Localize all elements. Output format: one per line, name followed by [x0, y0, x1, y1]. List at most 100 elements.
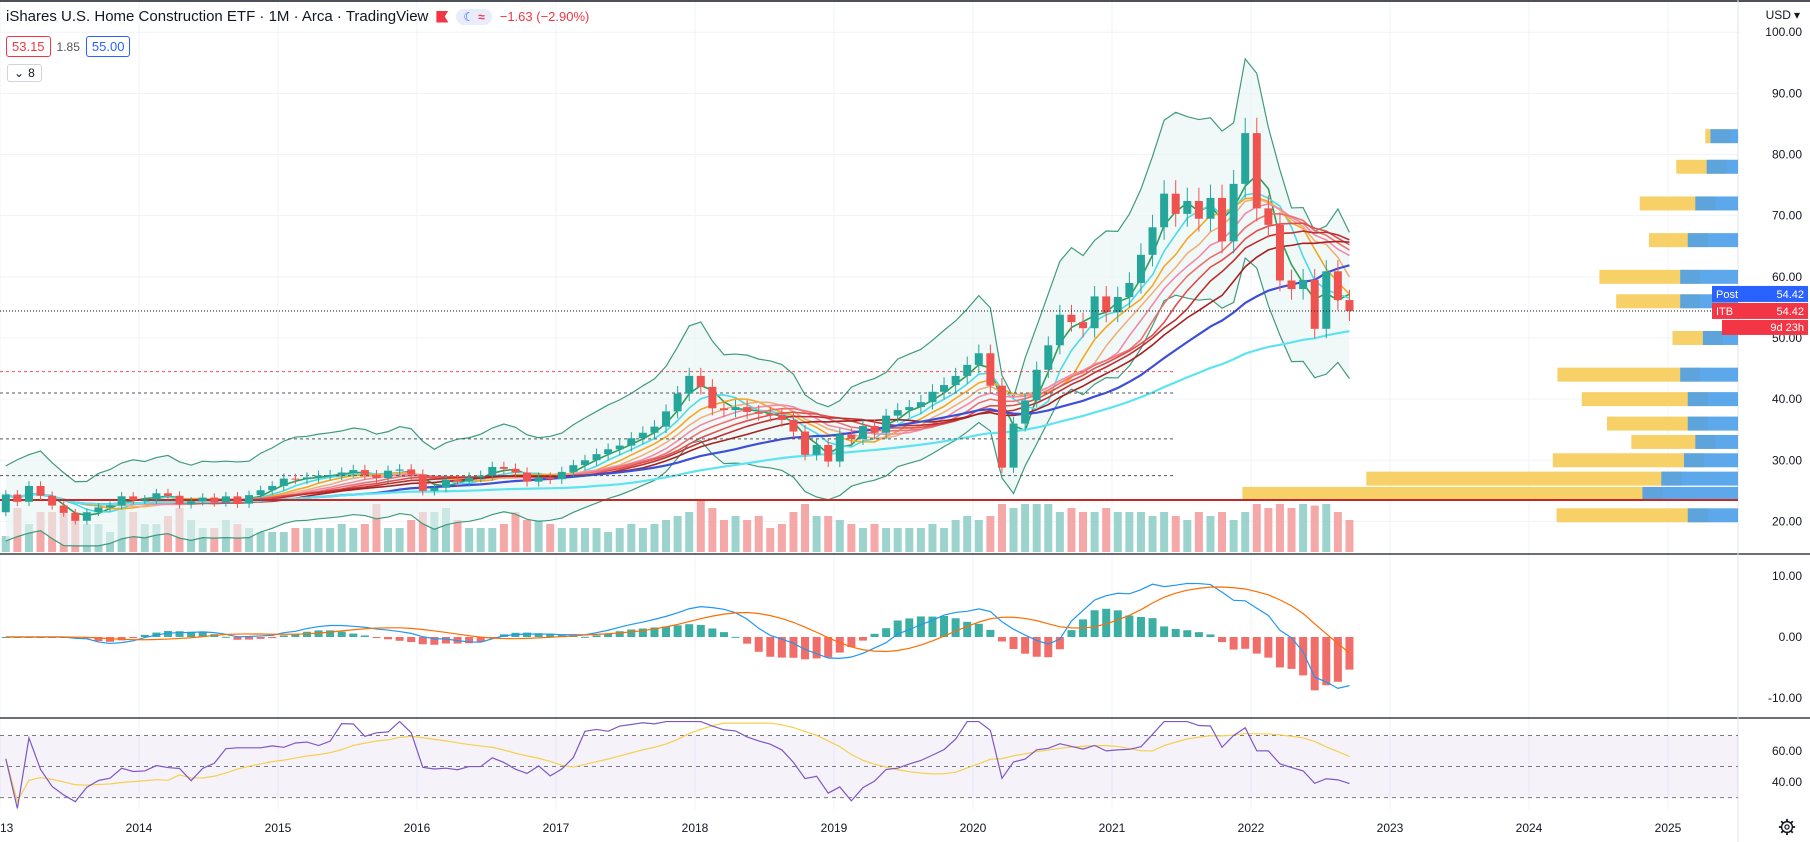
indicators-toggle-button[interactable]: ⌄ 8 — [7, 64, 42, 82]
macd-histogram-bar — [592, 635, 601, 637]
volume-bar — [511, 512, 520, 552]
candle-body — [731, 407, 740, 411]
candle-body — [256, 490, 265, 496]
candle-body — [337, 472, 346, 475]
time-axis-label: 2019 — [821, 821, 848, 835]
macd-histogram-bar — [685, 624, 694, 637]
candle-body — [349, 470, 358, 473]
candle-body — [1275, 224, 1284, 281]
volume-bar — [1310, 505, 1319, 552]
macd-histogram-bar — [1102, 608, 1111, 637]
price-axis-label: 100.00 — [1765, 25, 1802, 39]
macd-histogram-bar — [708, 628, 717, 637]
macd-histogram-bar — [986, 629, 995, 637]
volume-bar — [256, 532, 265, 552]
volume-bar — [708, 508, 717, 552]
candle-body — [557, 471, 566, 480]
volume-bar — [928, 524, 937, 552]
candle-body — [1160, 193, 1169, 228]
post-price-tag: Post 54.42 — [1712, 285, 1808, 302]
candle-body — [1009, 423, 1018, 468]
macd-histogram-bar — [1322, 637, 1331, 686]
volume-profile-bar — [1661, 471, 1738, 486]
macd-histogram-bar — [488, 637, 497, 638]
candle-body — [476, 475, 485, 478]
volume-bar — [685, 512, 694, 552]
candle-body — [1171, 193, 1180, 214]
volume-profile-bar — [1680, 269, 1738, 284]
candle-body — [1333, 271, 1342, 301]
macd-histogram-bar — [1183, 630, 1192, 637]
candle-body — [1148, 227, 1157, 255]
volume-bar — [1021, 504, 1030, 552]
volume-profile-bar — [1606, 416, 1708, 431]
buy-price-button[interactable]: 55.00 — [85, 36, 131, 57]
macd-histogram-bar — [1194, 632, 1203, 637]
candle-body — [163, 493, 172, 496]
macd-histogram-bar — [349, 633, 358, 637]
macd-histogram-bar — [1148, 618, 1157, 637]
volume-bar — [337, 524, 346, 552]
flag-icon[interactable] — [436, 10, 449, 23]
candle-body — [1079, 322, 1088, 329]
volume-bar — [719, 520, 728, 552]
volume-bar — [731, 516, 740, 552]
symbol-title[interactable]: iShares U.S. Home Construction ETF · 1M … — [6, 8, 429, 25]
macd-histogram-bar — [696, 624, 705, 637]
time-axis-label: 2014 — [126, 821, 153, 835]
rsi-axis-label: 40.00 — [1772, 775, 1802, 789]
macd-histogram-bar — [198, 632, 207, 637]
candle-body — [1102, 296, 1111, 313]
volume-bar — [858, 528, 867, 552]
macd-histogram-bar — [1229, 637, 1238, 650]
candle-body — [1, 494, 10, 513]
macd-histogram-bar — [291, 634, 300, 637]
candle-body — [789, 419, 798, 432]
volume-profile-bar — [1552, 453, 1704, 468]
volume-bar — [905, 528, 914, 552]
candle-body — [291, 478, 300, 480]
macd-histogram-bar — [360, 635, 369, 637]
market-status-pill[interactable]: ☾ ≈ — [456, 8, 492, 25]
macd-histogram-bar — [627, 629, 636, 637]
candle-body — [592, 454, 601, 461]
candle-body — [71, 512, 80, 521]
volume-bar — [291, 528, 300, 552]
volume-bar — [488, 528, 497, 552]
macd-histogram-bar — [615, 631, 624, 637]
settings-gear-icon[interactable] — [1778, 818, 1796, 836]
price-axis-label: 60.00 — [1772, 270, 1802, 284]
macd-histogram-bar — [430, 637, 439, 645]
volume-bar — [592, 528, 601, 552]
candle-body — [1310, 279, 1319, 329]
volume-bar — [986, 516, 995, 552]
price-axis-label: 70.00 — [1772, 209, 1802, 223]
volume-bar — [1067, 508, 1076, 552]
volume-bar — [372, 504, 381, 552]
macd-histogram-bar — [1136, 616, 1145, 637]
candle-body — [268, 485, 277, 491]
symbol-price-tag: ITB 54.42 — [1712, 302, 1808, 319]
volume-bar — [546, 524, 555, 552]
volume-bar — [997, 504, 1006, 552]
rsi-band-fill — [0, 735, 1738, 798]
currency-selector[interactable]: USD ▾ — [1766, 8, 1800, 22]
price-axis-label: 80.00 — [1772, 148, 1802, 162]
candle-body — [48, 495, 57, 506]
macd-histogram-bar — [1090, 610, 1099, 637]
macd-histogram-bar — [801, 637, 810, 660]
candle-body — [974, 353, 983, 365]
volume-bar — [36, 512, 45, 552]
candle-body — [187, 501, 196, 505]
volume-bar — [1287, 508, 1296, 552]
macd-histogram-bar — [187, 631, 196, 637]
candle-body — [140, 499, 149, 501]
candle-body — [233, 496, 242, 504]
volume-bar — [673, 516, 682, 552]
macd-histogram-bar — [268, 637, 277, 639]
sell-price-button[interactable]: 53.15 — [6, 36, 51, 57]
macd-histogram-bar — [754, 637, 763, 652]
candle-body — [951, 375, 960, 386]
candle-body — [940, 385, 949, 392]
